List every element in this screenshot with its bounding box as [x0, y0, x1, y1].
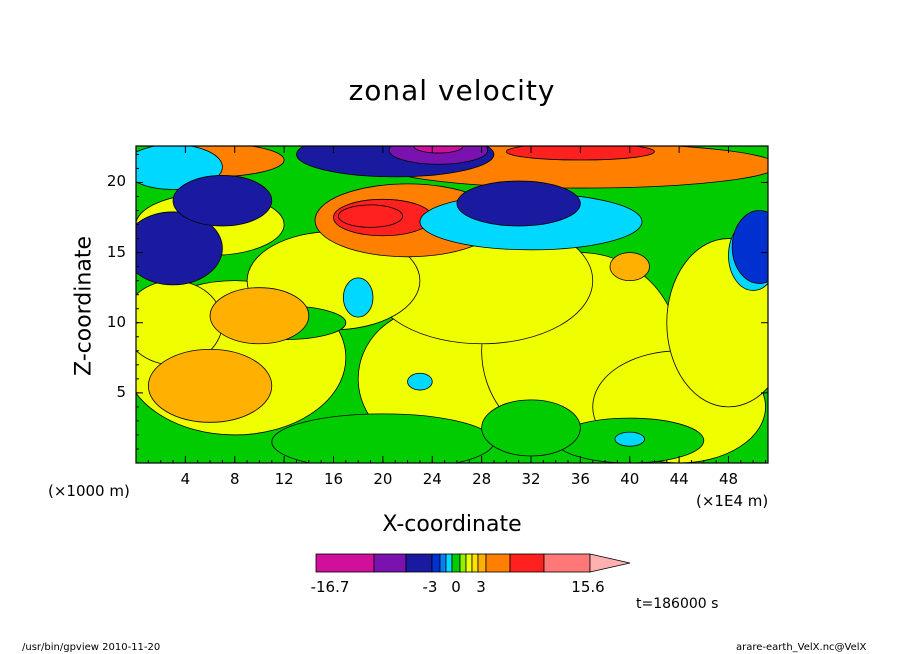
time-label: t=186000 s	[636, 596, 719, 612]
footer-left: /usr/bin/gpview 2010-11-20	[22, 642, 161, 653]
x-tick-label: 12	[274, 470, 294, 488]
axis-ticks	[136, 146, 768, 463]
x-tick-label: 16	[323, 470, 344, 488]
colorbar-segment	[315, 553, 375, 573]
colorbar-segment	[445, 553, 453, 573]
contour-region-31	[731, 210, 768, 284]
colorbar-label: -16.7	[310, 578, 350, 596]
x-axis-label: X-coordinate	[382, 512, 522, 537]
contour-region-14	[209, 287, 310, 345]
contour-region-29	[172, 175, 273, 227]
contour-region-13	[147, 348, 273, 423]
contour-region-24	[407, 372, 433, 391]
y-tick-label: 5	[116, 382, 126, 401]
colorbar-arrow	[589, 553, 631, 573]
colorbar-segment	[465, 553, 473, 573]
colorbar-segment	[373, 553, 407, 573]
x-tick-label: 32	[521, 470, 541, 488]
contour-region-28	[136, 211, 223, 286]
colorbar-segment	[485, 553, 511, 573]
colorbar	[315, 553, 631, 573]
colorbar-label: 15.6	[571, 578, 605, 596]
contour-region-15	[609, 252, 650, 282]
x-tick-label: 40	[620, 470, 640, 488]
contour-region-25	[614, 431, 645, 447]
colorbar-label: -3	[422, 578, 438, 596]
colorbar-segment	[431, 553, 441, 573]
contour-region-21	[505, 146, 655, 161]
x-tick-label: 44	[669, 470, 689, 488]
colorbar-segment	[471, 553, 479, 573]
x-tick-label: 24	[422, 470, 442, 488]
colorbar-segment	[509, 553, 545, 573]
contour-region-30	[456, 180, 581, 227]
contour-region-33	[388, 146, 489, 165]
colorbar-label: 3	[476, 578, 486, 596]
x-unit-left: (×1000 m)	[48, 482, 130, 500]
x-tick-label: 4	[180, 470, 191, 488]
contour-region-34	[413, 146, 464, 154]
y-tick-label: 20	[106, 172, 126, 191]
x-tick-label: 28	[472, 470, 492, 488]
x-tick-label: 48	[718, 470, 739, 488]
contour-region-7	[666, 238, 768, 408]
colorbar-segment	[439, 553, 447, 573]
colorbar-label: 0	[451, 578, 461, 596]
footer-right: arare-earth_VelX.nc@VelX	[736, 642, 867, 653]
x-unit-right: (×1E4 m)	[696, 492, 769, 510]
y-tick-label: 15	[106, 242, 126, 261]
colorbar-segment	[459, 553, 467, 573]
x-tick-label: 8	[229, 470, 240, 488]
plot-frame	[135, 145, 769, 464]
contour-region-20	[338, 204, 404, 228]
colorbar-segment	[477, 553, 487, 573]
colorbar-segment	[451, 553, 461, 573]
x-tick-label: 36	[570, 470, 590, 488]
x-tick-label: 20	[373, 470, 393, 488]
colorbar-segment	[405, 553, 433, 573]
contour-field	[136, 146, 768, 463]
colorbar-segment	[543, 553, 591, 573]
contour-region-12	[481, 399, 581, 457]
y-tick-label: 10	[106, 312, 126, 331]
chart-title: zonal velocity	[348, 74, 556, 107]
contour-region-23	[342, 277, 374, 318]
